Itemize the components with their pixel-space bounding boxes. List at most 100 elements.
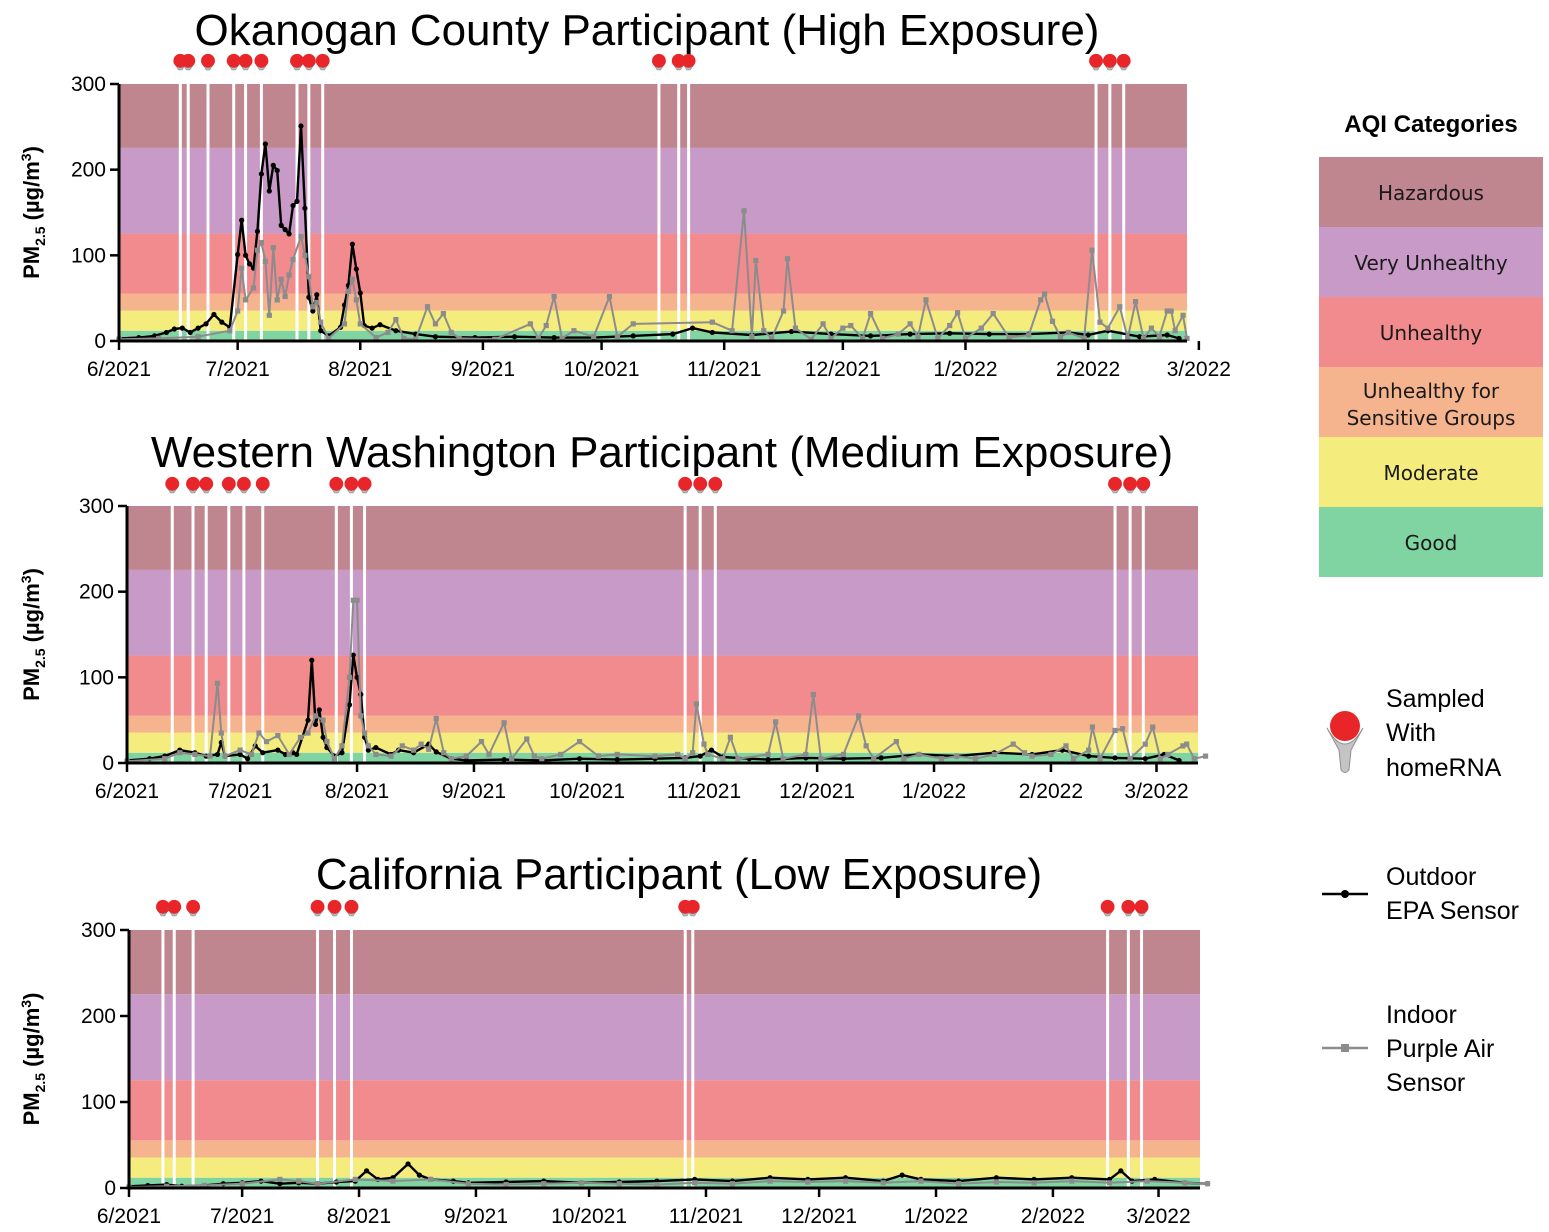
indoor-point — [278, 276, 284, 282]
indoor-label-line3: Sensor — [1386, 1069, 1465, 1097]
sampler-cap — [165, 476, 180, 491]
indoor-point — [690, 750, 696, 756]
indoor-point — [879, 335, 886, 342]
indoor-point — [1081, 335, 1087, 342]
indoor-point — [535, 335, 541, 342]
indoor-point — [346, 674, 353, 680]
sampler-cap — [1116, 53, 1131, 68]
aqi-bands — [129, 930, 1200, 1188]
indoor-point — [353, 297, 359, 303]
outdoor-point — [614, 756, 620, 763]
panel-okanogan: Okanogan County Participant (High Exposu… — [18, 6, 1231, 381]
indoor-point — [1127, 756, 1133, 762]
x-tick-label: 9/2021 — [451, 358, 515, 381]
y-axis-label-pm: PM — [19, 1092, 44, 1125]
indoor-point — [237, 747, 243, 753]
indoor-point — [1140, 335, 1147, 342]
indoor-point — [1150, 724, 1156, 730]
outdoor-point — [689, 325, 696, 331]
sampler-cap — [186, 476, 200, 491]
indoor-point — [972, 756, 979, 762]
indoor-point — [345, 288, 352, 294]
outdoor-point — [363, 1168, 370, 1174]
indoor-point — [326, 335, 332, 342]
x-tick-label: 12/2021 — [805, 358, 881, 381]
sampler-cap — [1108, 476, 1122, 491]
sampler-cap — [181, 53, 196, 68]
y-axis-label-sup: 3 — [18, 153, 34, 161]
indoor-point — [1038, 297, 1044, 303]
x-tick-label: 11/2021 — [669, 1205, 743, 1228]
indoor-point — [1172, 328, 1178, 334]
outdoor-point — [254, 228, 261, 234]
indoor-point — [314, 299, 320, 306]
x-tick-label: 3/2022 — [1126, 1205, 1190, 1228]
aqi-legend-swatch — [1319, 367, 1543, 437]
outdoor-point — [1118, 1168, 1124, 1174]
indoor-point — [235, 308, 241, 314]
indoor-point — [871, 756, 877, 762]
outdoor-point — [237, 751, 243, 758]
indoor-point — [765, 751, 771, 758]
indoor-point — [895, 331, 901, 337]
indoor-point — [1191, 756, 1197, 762]
x-tick-label: 10/2021 — [549, 780, 625, 803]
indoor-point — [1086, 747, 1092, 753]
indoor-point — [1180, 743, 1186, 749]
indoor-point — [242, 297, 249, 303]
outdoor-point — [1112, 755, 1118, 761]
x-tick-label: 9/2021 — [444, 1205, 508, 1228]
homerna-sampler-icon — [327, 899, 342, 917]
indoor-point — [531, 753, 537, 759]
sampler-cap — [678, 476, 693, 491]
indoor-point — [1029, 753, 1035, 759]
sampler-cap — [1123, 476, 1138, 491]
sampler-cap — [671, 53, 686, 68]
indoor-point — [478, 738, 485, 745]
indoor-point — [201, 1182, 208, 1189]
sampler-cap — [186, 899, 201, 914]
aqi-band-moderate — [119, 310, 1187, 331]
indoor-point — [192, 751, 198, 758]
indoor-point — [674, 751, 681, 758]
indoor-point — [543, 322, 549, 329]
indoor-legend: Indoor Purple Air Sensor — [1322, 1001, 1494, 1097]
indoor-point — [440, 310, 446, 317]
outdoor-point — [630, 333, 636, 339]
x-tick-label: 2/2022 — [1019, 780, 1083, 803]
sampler-cap — [301, 53, 316, 68]
outdoor-point — [275, 747, 281, 753]
homerna-sampler-icon — [1116, 53, 1131, 71]
axes: 0 100 200 300 6/2021 7/2021 8/2021 9/2021 10/202… — [79, 495, 1198, 803]
sampler-cap — [1102, 53, 1117, 68]
indoor-point — [810, 691, 816, 698]
outdoor-point — [203, 321, 209, 327]
indoor-point — [1142, 741, 1148, 747]
y-axis-label: PM2.5 (µg/m3) — [18, 568, 48, 701]
sampled-label-line1: Sampled — [1386, 685, 1485, 713]
sampler-cap — [344, 476, 359, 491]
indoor-point — [1156, 334, 1162, 340]
indoor-point — [250, 285, 257, 291]
chart-title: California Participant (Low Exposure) — [316, 850, 1042, 899]
indoor-point — [195, 334, 201, 340]
indoor-point — [361, 730, 368, 736]
outdoor-point — [274, 167, 280, 174]
y-tick-label: 200 — [79, 581, 114, 604]
y-tick-label: 0 — [94, 330, 106, 353]
x-tick-label: 12/2021 — [779, 780, 855, 803]
indoor-point — [297, 734, 304, 740]
legend: AQI Categories Hazardous Very Unhealthy Un… — [1319, 111, 1543, 1097]
x-tick-label: 6/2021 — [87, 358, 151, 381]
outdoor-point — [393, 328, 399, 334]
indoor-point — [214, 680, 221, 686]
homerna-sampler-icon — [221, 476, 236, 494]
outdoor-point — [708, 747, 715, 753]
indoor-point — [312, 713, 319, 719]
sampler-cap — [156, 899, 170, 914]
x-tick-label: 10/2021 — [551, 1205, 627, 1228]
x-tick-label: 7/2021 — [206, 358, 270, 381]
indoor-point — [448, 329, 454, 336]
sampler-cap — [167, 899, 182, 914]
indoor-point — [840, 751, 847, 758]
